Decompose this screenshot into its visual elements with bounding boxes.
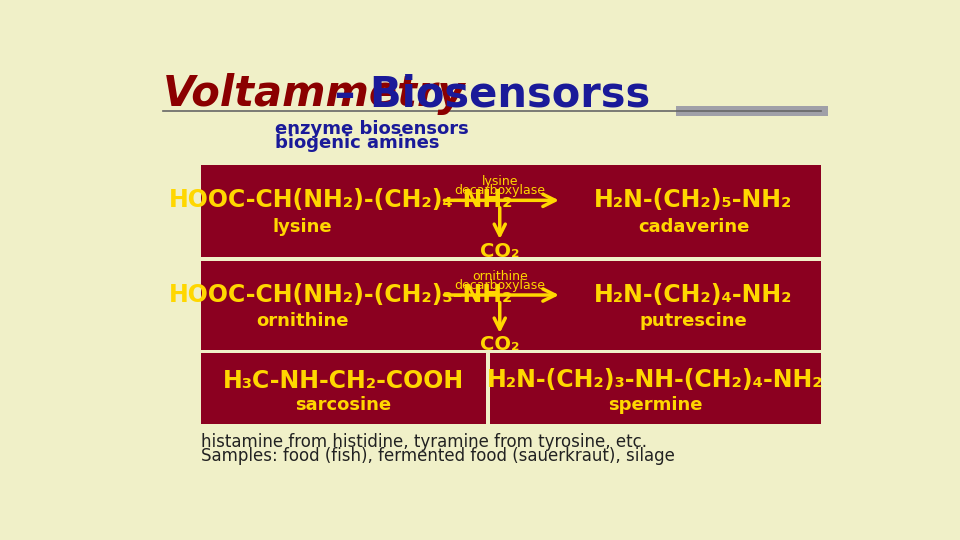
Text: putrescine: putrescine xyxy=(639,312,748,330)
Text: decarboxylase: decarboxylase xyxy=(454,279,545,292)
Text: Samples: food (fish), fermented food (sauerkraut), silage: Samples: food (fish), fermented food (sa… xyxy=(202,448,675,465)
Text: H₂N-(CH₂)₄-NH₂: H₂N-(CH₂)₄-NH₂ xyxy=(594,283,793,307)
Text: biogenic amines: biogenic amines xyxy=(275,133,440,152)
Bar xyxy=(202,353,486,423)
Bar xyxy=(202,165,822,257)
Text: H₃C-NH-CH₂-COOH: H₃C-NH-CH₂-COOH xyxy=(223,368,464,393)
Bar xyxy=(677,106,828,117)
Text: enzyme biosensors: enzyme biosensors xyxy=(275,120,468,138)
Text: cadaverine: cadaverine xyxy=(637,218,749,235)
Text: spermine: spermine xyxy=(609,396,703,414)
Text: – Biosensorss: – Biosensorss xyxy=(320,73,650,115)
Text: ornithine: ornithine xyxy=(256,312,348,330)
Text: ornithine: ornithine xyxy=(472,270,528,283)
Text: lysine: lysine xyxy=(273,218,332,235)
Text: CO₂: CO₂ xyxy=(480,335,519,354)
Text: HOOC-CH(NH₂)-(CH₂)₃-NH₂: HOOC-CH(NH₂)-(CH₂)₃-NH₂ xyxy=(169,283,513,307)
Bar xyxy=(202,261,822,350)
Bar xyxy=(491,353,822,423)
Text: HOOC-CH(NH₂)-(CH₂)₄-NH₂: HOOC-CH(NH₂)-(CH₂)₄-NH₂ xyxy=(169,188,514,212)
Text: Voltammetry: Voltammetry xyxy=(162,73,466,115)
Text: histamine from histidine, tyramine from tyrosine, etc.: histamine from histidine, tyramine from … xyxy=(202,433,647,451)
Text: lysine: lysine xyxy=(482,176,518,188)
Text: CO₂: CO₂ xyxy=(480,241,519,261)
Text: sarcosine: sarcosine xyxy=(295,396,392,414)
Text: H₂N-(CH₂)₃-NH-(CH₂)₄-NH₂: H₂N-(CH₂)₃-NH-(CH₂)₄-NH₂ xyxy=(488,368,824,393)
Text: H₂N-(CH₂)₅-NH₂: H₂N-(CH₂)₅-NH₂ xyxy=(594,188,793,212)
Text: decarboxylase: decarboxylase xyxy=(454,184,545,197)
